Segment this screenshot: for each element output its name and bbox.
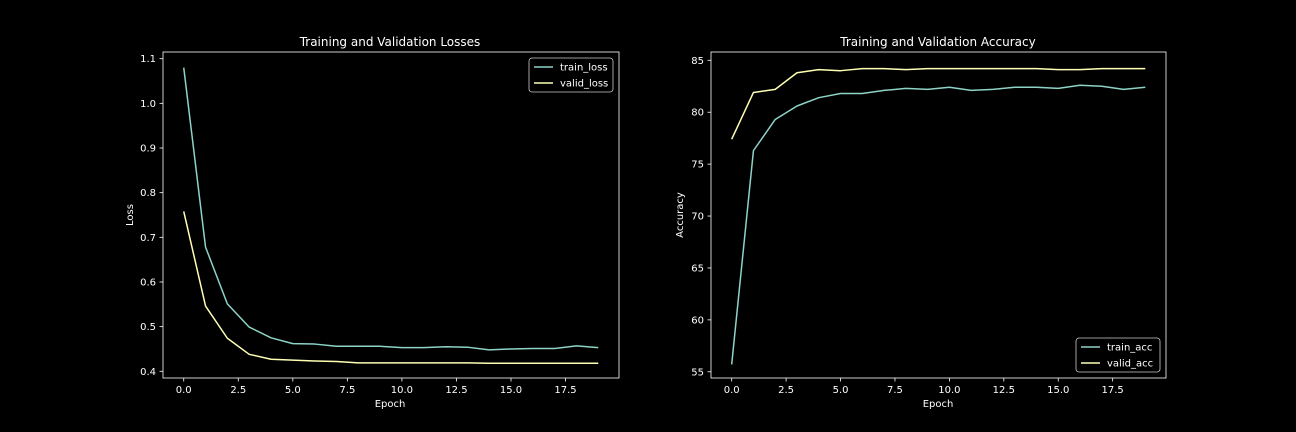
accuracy-y-tick-label: 70 — [691, 212, 704, 223]
loss-x-tick-label: 12.5 — [445, 385, 467, 396]
accuracy-y-tick-label: 65 — [691, 263, 704, 274]
accuracy-y-tick-label: 60 — [691, 315, 704, 326]
accuracy-x-axis-label: Epoch — [923, 399, 954, 410]
accuracy-x-tick-label: 7.5 — [887, 385, 903, 396]
loss-legend: train_loss valid_loss — [528, 57, 614, 93]
loss-y-tick-label: 0.7 — [140, 233, 156, 244]
loss-y-tick-label: 0.5 — [140, 322, 156, 333]
accuracy-legend: train_acc valid_acc — [1075, 337, 1161, 373]
loss-y-tick-label: 1.1 — [140, 54, 156, 65]
loss-x-tick-label: 17.5 — [554, 385, 576, 396]
accuracy-y-tick-label: 85 — [691, 56, 704, 67]
accuracy-plot-area: 0.0 2.5 5.0 7.5 10.0 12.5 15.0 17.5 55 60 65 70 75 80… — [691, 51, 1167, 396]
accuracy-legend-label-train-acc: train_acc — [1107, 343, 1152, 354]
accuracy-y-tick-label: 75 — [691, 160, 704, 171]
accuracy-chart: Training and Validation Accuracy 0.0 2.5 5… — [675, 35, 1167, 410]
accuracy-x-tick-label: 12.5 — [993, 385, 1015, 396]
accuracy-x-tick-label: 5.0 — [833, 385, 849, 396]
loss-plot-area: 0.0 2.5 5.0 7.5 10.0 12.5 15.0 17.5 0.4 0.5 0.6 0.7… — [140, 51, 620, 396]
accuracy-x-tick-label: 2.5 — [778, 385, 794, 396]
loss-y-tick-label: 0.4 — [140, 367, 156, 378]
loss-y-tick-label: 0.9 — [140, 144, 156, 155]
loss-x-tick-label: 15.0 — [500, 385, 522, 396]
loss-x-axis-label: Epoch — [375, 399, 406, 410]
loss-y-tick-label: 0.6 — [140, 277, 156, 288]
loss-series-line-valid-loss — [182, 211, 599, 365]
loss-x-tick-label: 2.5 — [230, 385, 246, 396]
accuracy-x-tick-label: 0.0 — [724, 385, 740, 396]
loss-y-tick-label: 0.8 — [140, 188, 156, 199]
loss-x-tick-label: 10.0 — [391, 385, 413, 396]
accuracy-legend-label-valid-acc: valid_acc — [1107, 359, 1153, 370]
loss-legend-label-train-loss: train_loss — [560, 63, 608, 74]
accuracy-x-tick-label: 10.0 — [938, 385, 960, 396]
loss-chart-title: Training and Validation Losses — [299, 35, 481, 49]
accuracy-x-tick-label: 17.5 — [1102, 385, 1124, 396]
loss-y-tick-label: 1.0 — [140, 99, 156, 110]
loss-axes-frame — [162, 51, 620, 379]
loss-y-axis-label: Loss — [125, 204, 136, 226]
loss-x-tick-label: 0.0 — [176, 385, 192, 396]
loss-x-tick-label: 7.5 — [339, 385, 355, 396]
loss-series-line-train-loss — [182, 67, 599, 351]
accuracy-x-tick-label: 15.0 — [1047, 385, 1069, 396]
loss-x-tick-label: 5.0 — [285, 385, 301, 396]
accuracy-y-tick-label: 80 — [691, 108, 704, 119]
accuracy-y-tick-label: 55 — [691, 367, 704, 378]
accuracy-axes-frame — [710, 51, 1167, 379]
loss-chart: Training and Validation Losses 0.0 2.5 5.0… — [125, 35, 620, 410]
accuracy-chart-title: Training and Validation Accuracy — [839, 35, 1035, 49]
accuracy-series-line-train-acc — [730, 84, 1146, 365]
loss-legend-label-valid-loss: valid_loss — [560, 79, 608, 90]
accuracy-y-axis-label: Accuracy — [675, 192, 686, 238]
accuracy-series-line-valid-acc — [731, 67, 1146, 140]
